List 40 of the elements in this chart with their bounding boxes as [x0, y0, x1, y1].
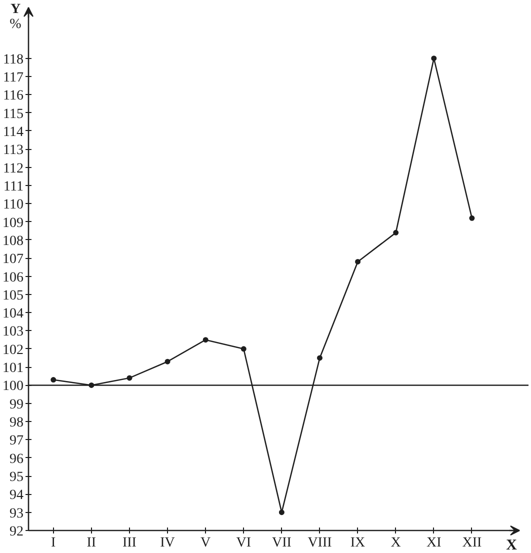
y-tick-label: 116	[3, 88, 24, 104]
y-tick-label: 112	[3, 161, 24, 176]
x-tick-label: V	[200, 536, 211, 550]
y-tick-label: 107	[2, 252, 24, 268]
y-tick-label: 105	[2, 288, 24, 304]
x-tick-label: III	[122, 536, 137, 550]
y-tick-label: 106	[2, 270, 24, 286]
x-tick-label: VIII	[308, 536, 332, 550]
x-tick-label: VII	[272, 536, 292, 550]
x-tick-label: IX	[350, 536, 366, 550]
y-tick-label: 114	[3, 124, 24, 140]
y-tick-label: 104	[2, 306, 24, 322]
y-tick-label: 95	[10, 470, 24, 486]
y-tick-label: 96	[10, 452, 24, 467]
y-tick-label: 117	[3, 70, 24, 86]
y-tick-label: 99	[10, 397, 24, 412]
y-tick-label: 109	[2, 216, 24, 231]
y-tick-label: 92	[10, 524, 24, 540]
y-tick-label: 118	[3, 52, 24, 68]
x-tick-label: XI	[426, 536, 442, 550]
y-axis-title: Y %	[10, 2, 22, 32]
x-tick-label: I	[51, 536, 56, 550]
y-tick-label: 94	[10, 488, 24, 504]
y-tick-label: 101	[2, 361, 24, 376]
y-tick-label: 113	[3, 143, 24, 158]
y-tick-label: 110	[3, 198, 24, 213]
y-tick-label: 102	[2, 342, 24, 358]
x-tick-label: IV	[160, 536, 175, 550]
x-tick-label: VI	[236, 536, 252, 550]
x-tick-label: XII	[462, 536, 482, 550]
x-tick-label: X	[390, 536, 401, 550]
y-tick-label: 111	[4, 179, 24, 194]
x-tick-label: II	[86, 536, 96, 550]
y-tick-label: 98	[10, 416, 24, 431]
y-tick-label: 100	[2, 379, 24, 394]
y-tick-label: 93	[10, 506, 24, 522]
y-tick-label: 108	[2, 234, 24, 249]
y-tick-label: 103	[2, 324, 24, 340]
y-tick-label: 115	[3, 106, 24, 122]
y-tick-label: 97	[10, 434, 24, 449]
